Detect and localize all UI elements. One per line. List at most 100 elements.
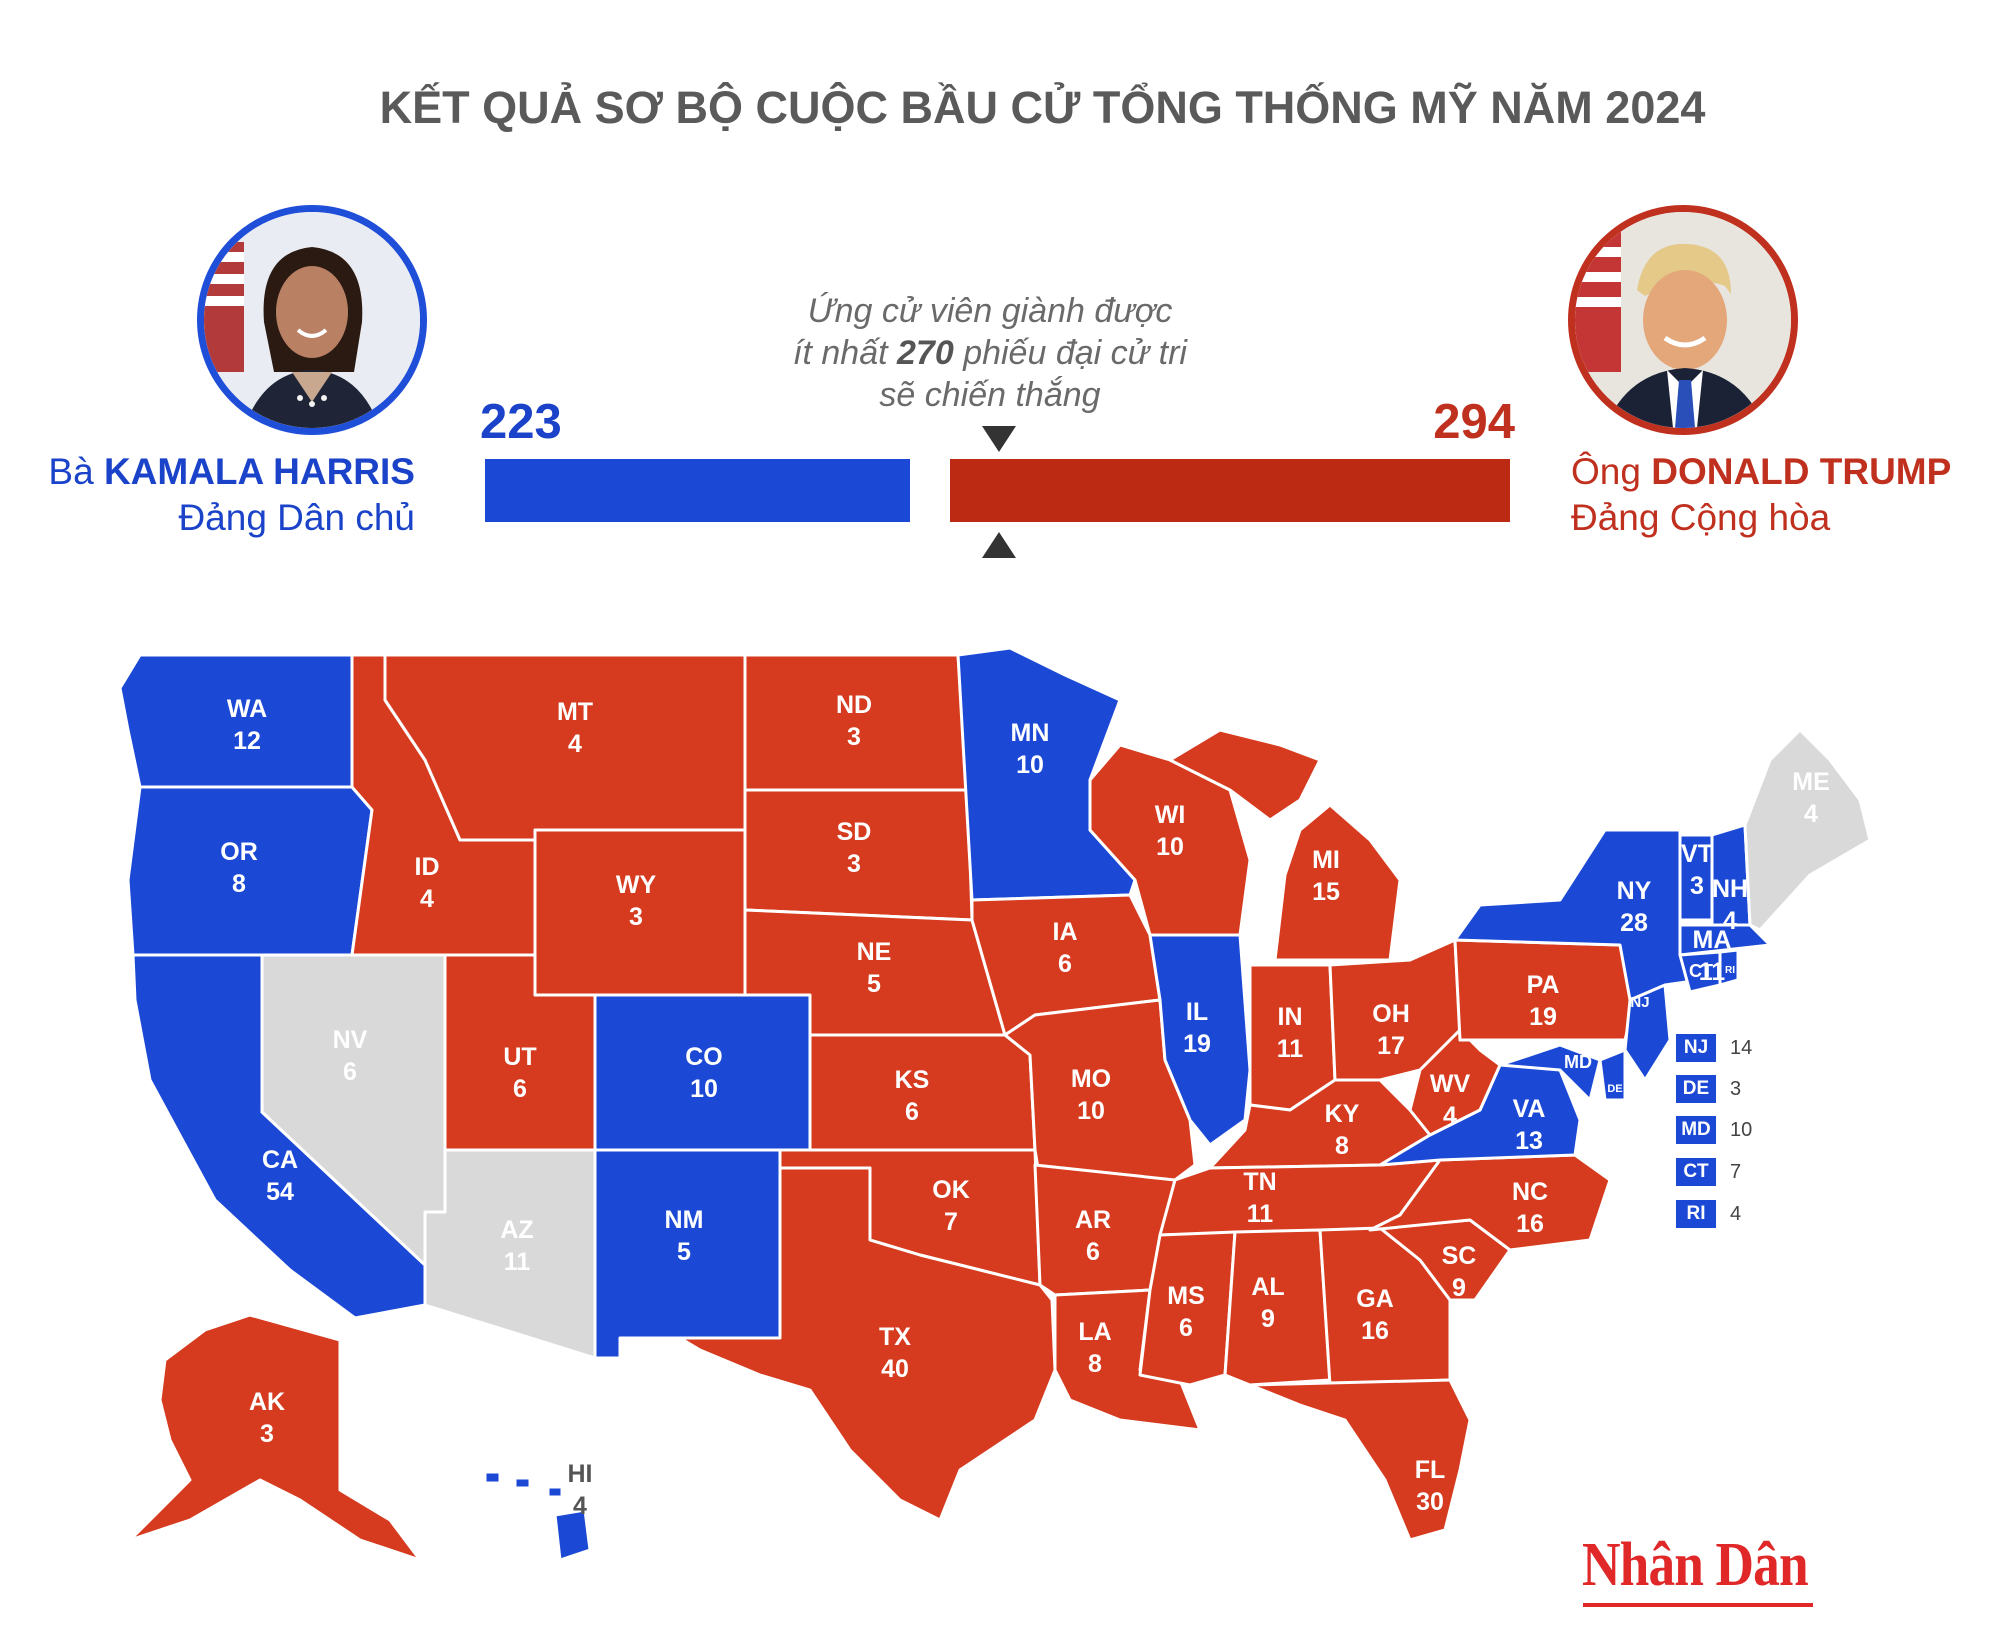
state-code-nh: NH: [1712, 875, 1748, 903]
state-code-nd: ND: [836, 691, 872, 719]
democrat-electoral-votes: 223: [480, 395, 562, 449]
state-code-wa: WA: [227, 695, 267, 723]
state-votes-id: 4: [420, 885, 434, 913]
donald-trump-portrait-icon: [1568, 205, 1798, 435]
state-code-wv: WV: [1430, 1070, 1471, 1098]
md-label: MD: [1564, 1052, 1592, 1072]
state-WV: [1408, 1028, 1502, 1137]
state-code-oh: OH: [1372, 1000, 1410, 1028]
state-RI: [1718, 948, 1740, 987]
state-votes-ga: 16: [1361, 1317, 1389, 1345]
threshold-number: 270: [897, 334, 954, 372]
state-votes-ar: 6: [1086, 1238, 1100, 1266]
state-NC: [1368, 1153, 1612, 1252]
state-code-ky: KY: [1325, 1100, 1360, 1128]
republican-party: Đảng Cộng hòa: [1571, 497, 1831, 538]
legend-code: RI: [1676, 1200, 1716, 1228]
republican-votes-bar: [950, 459, 1510, 522]
ri-label: RI: [1725, 965, 1735, 976]
threshold-line-2-post: phiếu đại cử tri: [963, 334, 1187, 372]
state-code-nc: NC: [1512, 1178, 1548, 1206]
state-code-mt: MT: [557, 698, 593, 726]
state-code-hi: HI: [568, 1460, 593, 1488]
state-votes-vt: 3: [1690, 872, 1704, 900]
state-votes-co: 10: [690, 1075, 718, 1103]
page-title: KẾT QUẢ SƠ BỘ CUỘC BẦU CỬ TỔNG THỐNG MỸ …: [379, 82, 1706, 133]
legend-votes: 7: [1730, 1161, 1742, 1183]
state-votes-mn: 10: [1016, 751, 1044, 779]
state-votes-ne: 5: [867, 970, 881, 998]
state-votes-ca: 54: [266, 1178, 294, 1206]
threshold-line-2: ít nhất 270 phiếu đại cử tri: [780, 332, 1200, 374]
state-code-in: IN: [1278, 1003, 1303, 1031]
state-code-al: AL: [1251, 1273, 1284, 1301]
democrat-votes-bar: [485, 459, 910, 522]
legend-code: MD: [1676, 1116, 1716, 1144]
threshold-line-3: sẽ chiến thắng: [879, 376, 1101, 414]
state-votes-nv: 6: [343, 1058, 357, 1086]
nj-label: NJ: [1630, 994, 1649, 1011]
state-IL: [1148, 933, 1252, 1147]
state-votes-wi: 10: [1156, 833, 1184, 861]
threshold-marker-down-icon: [982, 426, 1016, 452]
state-votes-il: 19: [1183, 1030, 1211, 1058]
state-votes-nh: 4: [1723, 907, 1737, 935]
state-code-ms: MS: [1167, 1282, 1205, 1310]
state-votes-az: 11: [504, 1248, 531, 1276]
state-HI: [483, 1470, 592, 1562]
nhan-dan-logo: Nhân Dân: [1582, 1531, 1809, 1599]
state-code-tx: TX: [879, 1323, 911, 1351]
state-votes-wv: 4: [1443, 1102, 1457, 1130]
state-votes-ky: 8: [1335, 1132, 1349, 1160]
state-votes-tn: 11: [1247, 1200, 1274, 1228]
state-FL: [1248, 1378, 1472, 1542]
state-AK: [128, 1313, 422, 1562]
state-votes-ma: 11: [1699, 958, 1726, 986]
state-MO: [1003, 998, 1197, 1182]
state-code-ny: NY: [1617, 877, 1652, 905]
democrat-name: KAMALA HARRIS: [103, 451, 415, 492]
state-votes-me: 4: [1804, 800, 1818, 828]
state-votes-ks: 6: [905, 1098, 919, 1126]
state-votes-wy: 3: [629, 903, 643, 931]
state-votes-mo: 10: [1077, 1097, 1105, 1125]
state-CO: [593, 993, 812, 1152]
state-votes-wa: 12: [233, 727, 261, 755]
democrat-prefix: Bà: [48, 451, 94, 492]
logo-underline: [1583, 1603, 1813, 1607]
state-votes-fl: 30: [1416, 1488, 1444, 1516]
state-votes-or: 8: [232, 870, 246, 898]
state-AL: [1223, 1228, 1332, 1387]
state-code-id: ID: [415, 853, 440, 881]
state-code-il: IL: [1186, 998, 1208, 1026]
legend-item: RI 4: [1676, 1200, 1796, 1230]
state-ME: [1743, 728, 1872, 932]
state-code-ut: UT: [503, 1043, 536, 1071]
republican-prefix: Ông: [1571, 451, 1641, 492]
state-votes-pa: 19: [1529, 1003, 1557, 1031]
republican-candidate-name: Ông DONALD TRUMP: [1571, 449, 1991, 495]
de-label: DE: [1607, 1083, 1622, 1095]
state-code-sd: SD: [837, 818, 872, 846]
state-MI: [1168, 728, 1402, 962]
threshold-line-2-pre: ít nhất: [793, 334, 888, 372]
state-TX: [678, 1166, 1057, 1522]
state-code-pa: PA: [1527, 971, 1560, 999]
state-code-ne: NE: [857, 938, 892, 966]
state-code-mo: MO: [1071, 1065, 1111, 1093]
state-code-ca: CA: [262, 1146, 298, 1174]
state-code-mn: MN: [1011, 719, 1050, 747]
state-code-vt: VT: [1681, 840, 1713, 868]
threshold-line-1: Ứng cử viên giành được: [807, 292, 1173, 330]
state-MA: [1678, 923, 1772, 957]
state-code-nm: NM: [665, 1206, 704, 1234]
legend-item: DE 3: [1676, 1075, 1796, 1105]
state-code-ks: KS: [895, 1066, 930, 1094]
state-code-va: VA: [1513, 1095, 1546, 1123]
republican-name: DONALD TRUMP: [1651, 451, 1952, 492]
state-votes-va: 13: [1515, 1127, 1543, 1155]
legend-item: CT 7: [1676, 1158, 1796, 1188]
state-code-mi: MI: [1312, 846, 1340, 874]
state-DE: [1598, 1048, 1627, 1102]
state-code-tn: TN: [1243, 1168, 1276, 1196]
